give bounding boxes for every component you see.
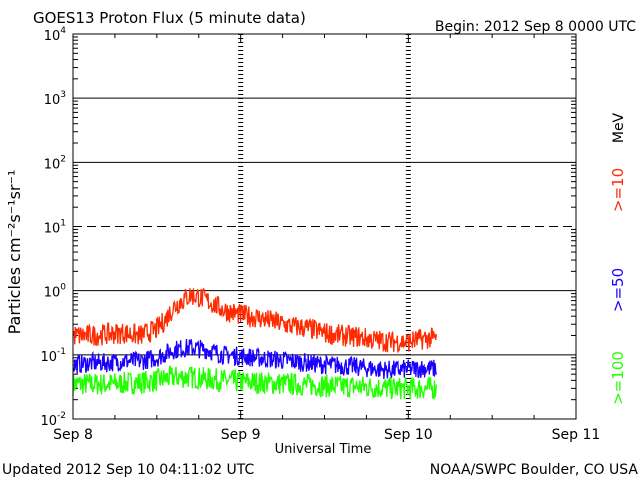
y-tick-label: 100 xyxy=(44,283,67,301)
legend-entry-ge10: >=10 xyxy=(609,168,627,212)
y-tick-label: 104 xyxy=(44,26,67,44)
x-tick-labels: Sep 8 Sep 9 Sep 10 Sep 11 xyxy=(53,427,600,443)
x-tick-label: Sep 11 xyxy=(552,427,601,443)
legend-unit-label: MeV xyxy=(611,112,627,143)
x-tick-label: Sep 9 xyxy=(221,427,261,443)
y-tick-label: 10-1 xyxy=(40,347,66,365)
y-axis-label: Particles cm⁻²s⁻¹sr⁻¹ xyxy=(5,170,24,335)
legend-entry-ge100: >=100 xyxy=(609,351,627,405)
chart-title: GOES13 Proton Flux (5 minute data) xyxy=(33,9,306,27)
x-tick-label: Sep 8 xyxy=(53,427,93,443)
x-axis-label: Universal Time xyxy=(275,442,372,457)
source-credit: NOAA/SWPC Boulder, CO USA xyxy=(430,462,639,478)
series-line-0 xyxy=(72,287,437,353)
y-tick-label: 102 xyxy=(44,154,66,172)
plot-series xyxy=(72,287,437,400)
y-tick-label: 10-2 xyxy=(40,411,66,429)
y-tick-label: 103 xyxy=(44,90,66,108)
y-tick-labels: 10-2 10-1 100 101 102 103 104 xyxy=(40,26,66,429)
y-tick-label: 101 xyxy=(44,219,66,237)
legend: MeV >=10 >=50 >=100 xyxy=(609,112,627,404)
legend-entry-ge50: >=50 xyxy=(609,268,627,312)
updated-timestamp: Updated 2012 Sep 10 04:11:02 UTC xyxy=(2,462,255,478)
series-line-2 xyxy=(72,365,437,400)
x-tick-label: Sep 10 xyxy=(384,427,433,443)
begin-label: Begin: 2012 Sep 8 0000 UTC xyxy=(435,19,636,35)
series-line-1 xyxy=(72,338,437,380)
plot-frame xyxy=(72,33,577,420)
